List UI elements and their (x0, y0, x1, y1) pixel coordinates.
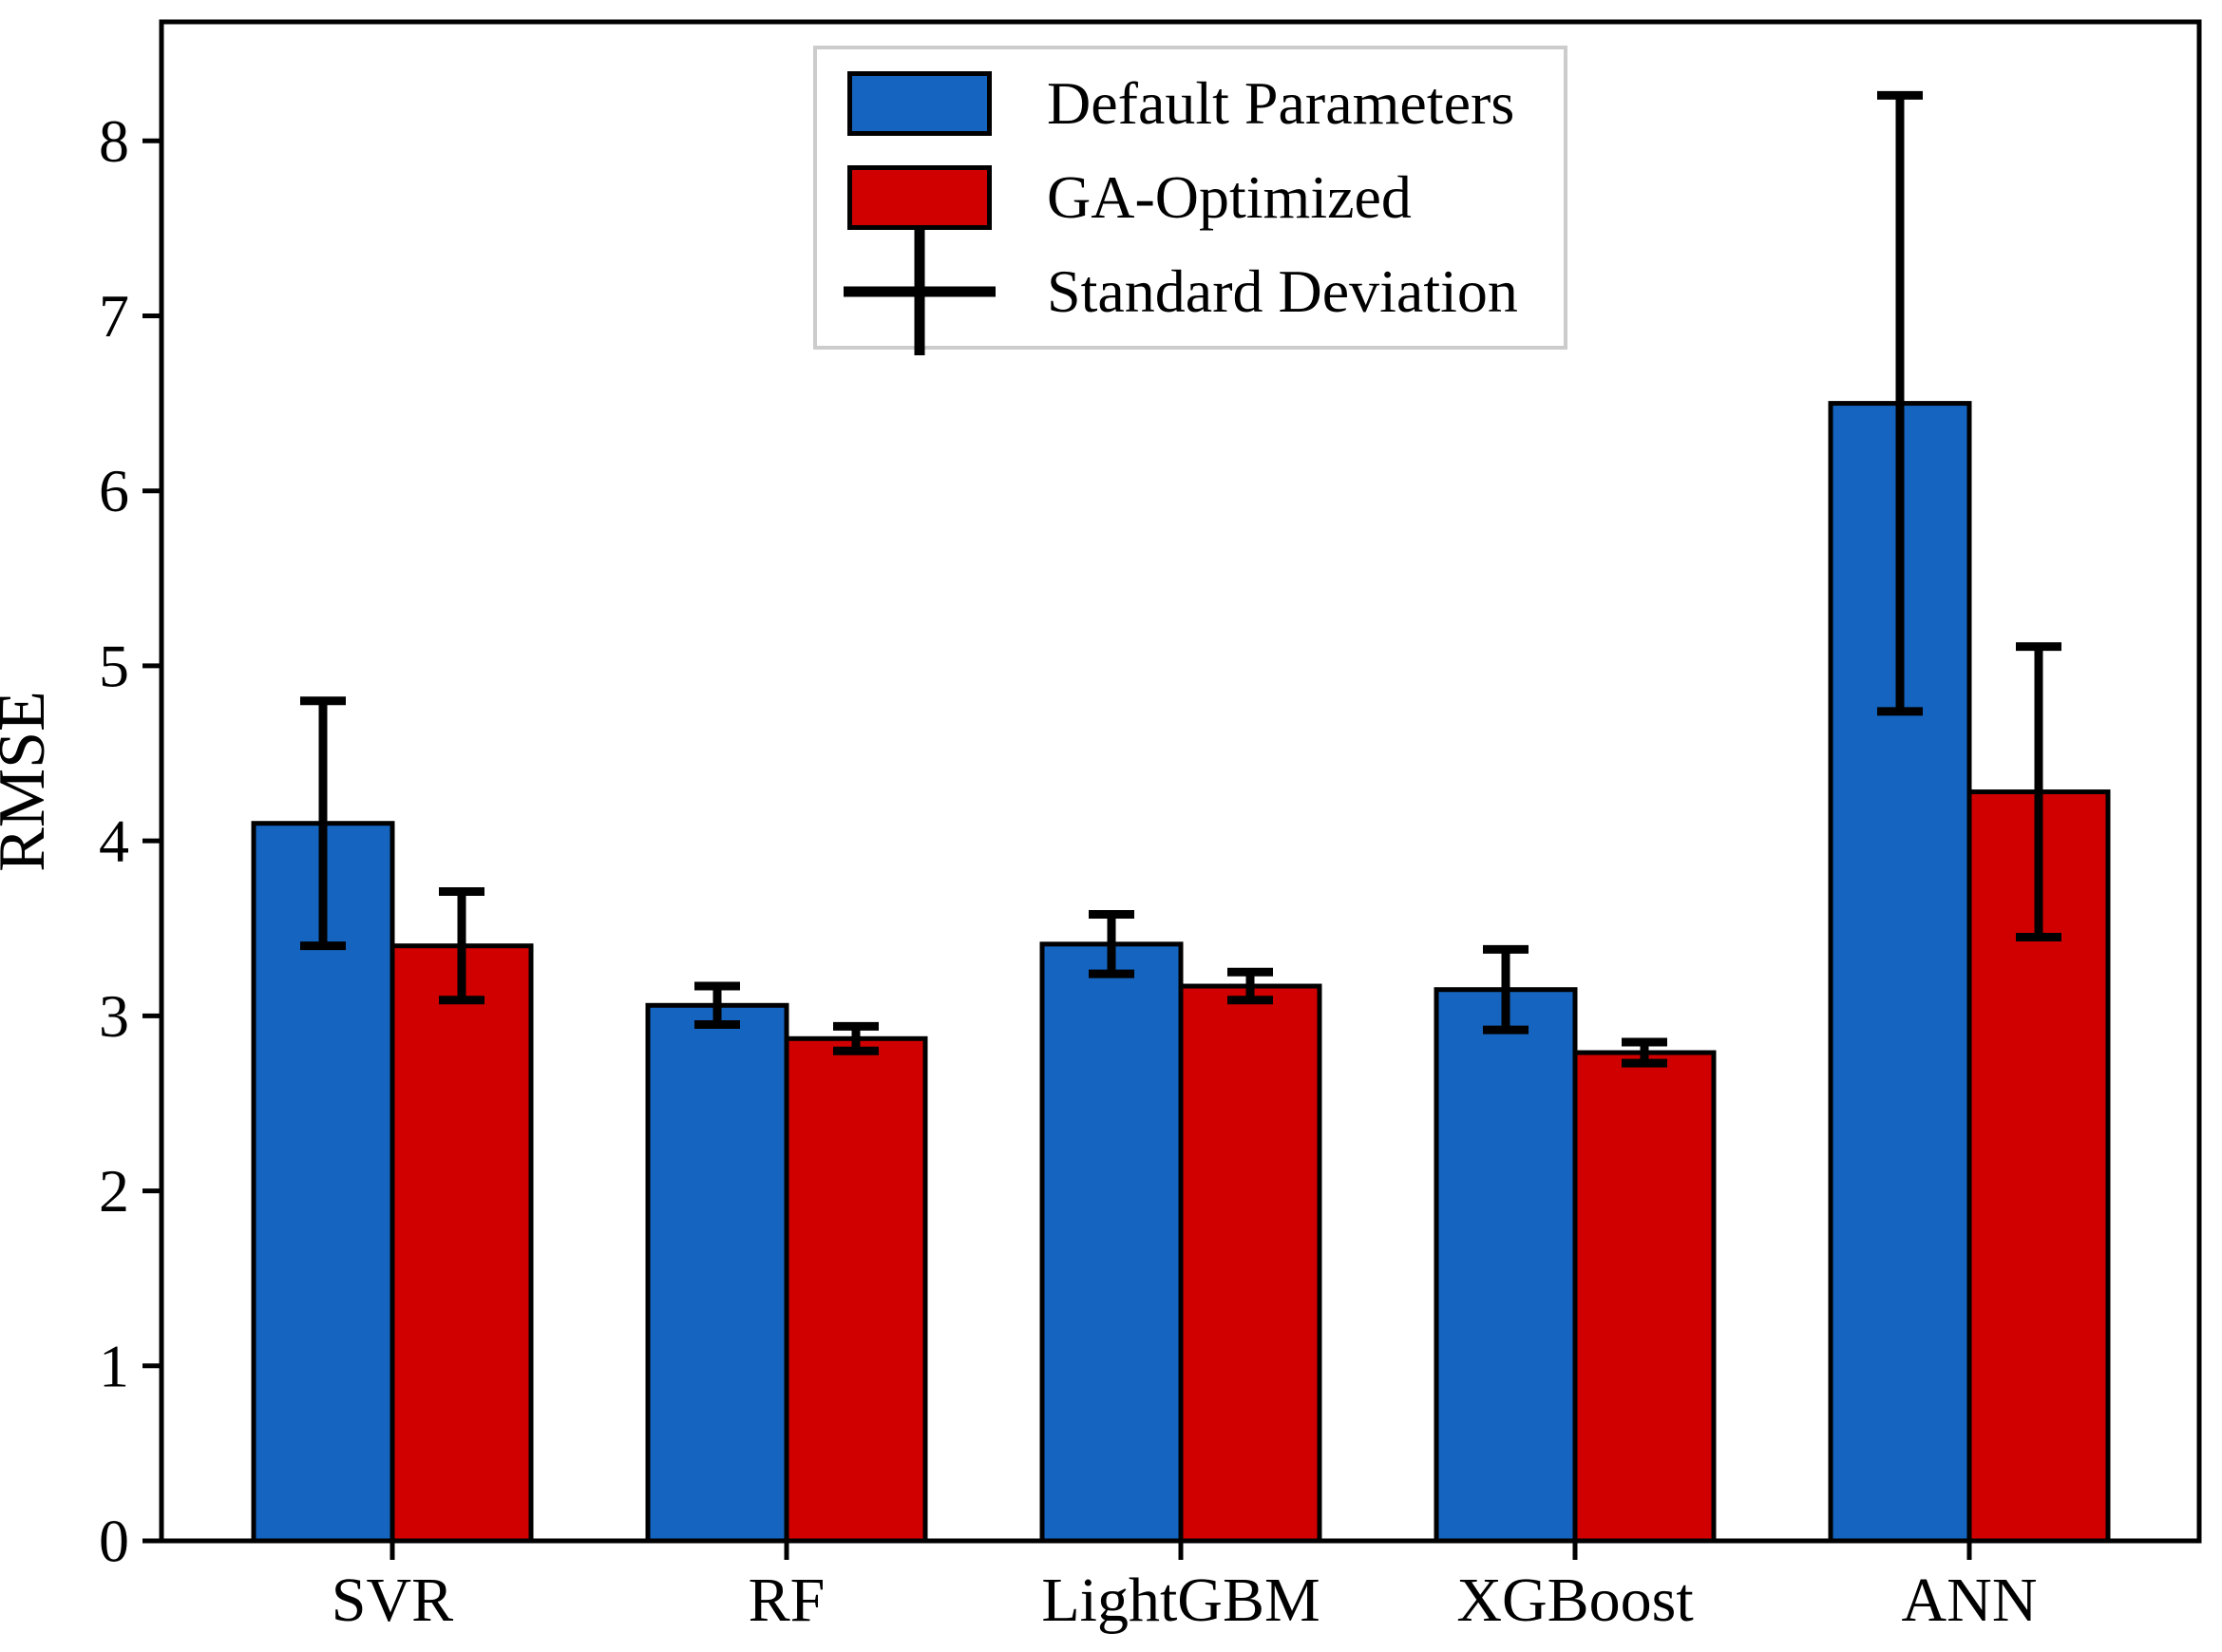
legend-sym-col (844, 58, 996, 149)
legend-swatch-default-parameters (847, 71, 992, 136)
legend-item-ga-optimized: GA-Optimized (844, 152, 1537, 243)
y-tick-label-8: 8 (99, 107, 129, 175)
legend-sym-col (844, 152, 996, 243)
y-tick-label-5: 5 (99, 632, 129, 699)
y-tick-label-6: 6 (99, 457, 129, 524)
x-tick-label-xgboost: XGBoost (1456, 1566, 1693, 1635)
bar-ga-optimized-svr (389, 943, 534, 1544)
errorbar-icon (844, 228, 996, 355)
legend-label-ga-optimized: GA-Optimized (1047, 163, 1412, 231)
legend-swatch-ga-optimized (847, 165, 992, 230)
x-tick-label-rf: RF (749, 1566, 826, 1635)
y-tick-label-1: 1 (99, 1332, 129, 1399)
bar-ga-optimized-lightgbm (1178, 983, 1322, 1544)
y-tick-label-7: 7 (99, 282, 129, 350)
legend: Default Parameters GA-Optimized Standard… (813, 46, 1567, 355)
legend-label-standard-deviation: Standard Deviation (1047, 257, 1518, 325)
y-tick-label-0: 0 (99, 1508, 129, 1575)
bar-ga-optimized-xgboost (1572, 1050, 1717, 1544)
bar-default-parameters-rf (645, 1002, 789, 1544)
bar-ga-optimized-rf (784, 1035, 928, 1544)
errorbar-icon-vline (914, 228, 925, 355)
legend-item-default-parameters: Default Parameters (844, 58, 1537, 149)
x-tick-label-ann: ANN (1902, 1566, 2038, 1635)
legend-label-default-parameters: Default Parameters (1047, 69, 1515, 137)
x-tick-label-lightgbm: LightGBM (1041, 1566, 1320, 1635)
bar-default-parameters-xgboost (1434, 987, 1578, 1544)
y-axis-label: RMSE (0, 691, 59, 872)
y-tick-label-2: 2 (99, 1157, 129, 1225)
y-tick-label-4: 4 (99, 807, 129, 875)
legend-item-standard-deviation: Standard Deviation (844, 228, 1537, 355)
bar-default-parameters-lightgbm (1039, 941, 1184, 1544)
y-tick-label-3: 3 (99, 982, 129, 1050)
x-tick-label-svr: SVR (332, 1566, 453, 1635)
